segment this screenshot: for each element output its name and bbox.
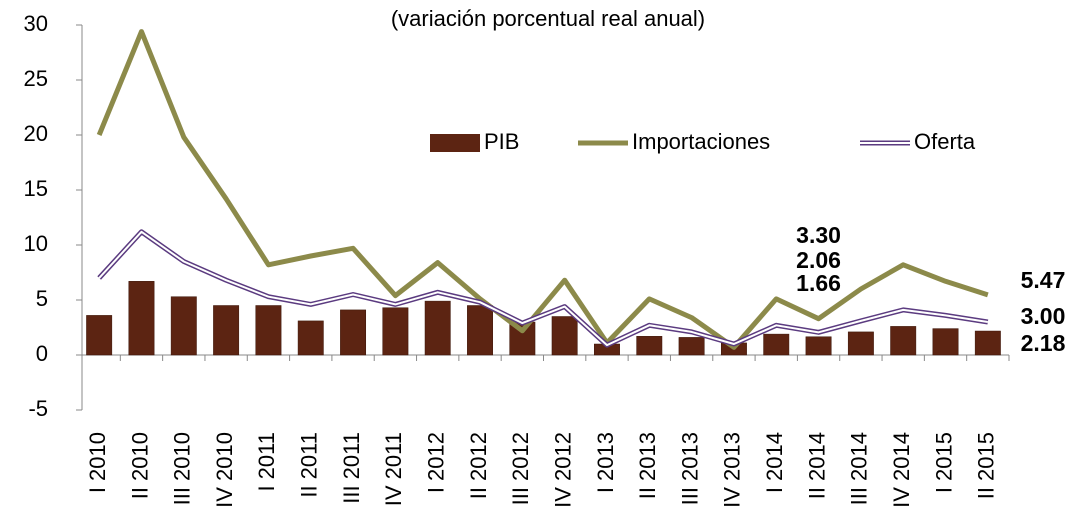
bar	[974, 330, 1001, 356]
x-tick-label: III 2011	[339, 432, 364, 504]
x-tick-label: II 2014	[804, 432, 829, 499]
bar	[86, 315, 113, 356]
x-tick-label: II 2011	[297, 432, 322, 498]
x-tick-label: I 2013	[593, 432, 618, 493]
value-label: 2.06	[796, 247, 841, 273]
bar	[467, 305, 493, 356]
bar	[636, 336, 663, 356]
y-tick-label: 10	[24, 231, 48, 256]
x-tick-label: IV 2010	[212, 432, 237, 508]
y-tick-label: 25	[24, 66, 48, 91]
bar	[297, 320, 324, 356]
bar	[382, 307, 409, 356]
x-tick-label: IV 2011	[381, 432, 406, 506]
bar	[763, 333, 790, 356]
x-tick-label: IV 2014	[889, 432, 914, 508]
legend-label: PIB	[484, 129, 519, 154]
x-tick-label: II 2013	[635, 432, 660, 499]
legend-label: Oferta	[914, 129, 976, 154]
chart-title: (variación porcentual real anual)	[391, 6, 705, 31]
x-tick-label: IV 2013	[720, 432, 745, 508]
x-tick-label: I 2012	[424, 432, 449, 493]
value-label: 3.30	[796, 222, 841, 248]
value-label: 2.18	[1021, 330, 1066, 356]
bar	[847, 331, 874, 356]
bar	[340, 309, 367, 356]
bar	[128, 281, 155, 356]
bar	[805, 336, 832, 356]
bar	[170, 296, 197, 356]
x-tick-label: III 2012	[508, 432, 533, 505]
x-tick-label: II 2015	[974, 432, 999, 499]
x-tick-label: IV 2012	[550, 432, 575, 508]
y-tick-label: 0	[36, 341, 48, 366]
bar	[932, 328, 959, 356]
x-tick-label: I 2011	[254, 432, 279, 492]
x-tick-label: III 2010	[170, 432, 195, 505]
y-tick-label: 5	[36, 286, 48, 311]
line	[96, 29, 989, 350]
legend-label: Importaciones	[632, 129, 770, 154]
x-tick-label: II 2012	[466, 432, 491, 499]
x-tick-label: III 2013	[677, 432, 702, 505]
x-tick-label: I 2014	[762, 432, 787, 493]
bar	[213, 305, 240, 356]
x-tick-label: I 2010	[85, 432, 110, 493]
y-tick-label: 15	[24, 176, 48, 201]
x-tick-label: III 2014	[847, 432, 872, 505]
value-label: 1.66	[796, 270, 841, 296]
y-tick-label: 30	[24, 11, 48, 36]
bar	[424, 300, 451, 356]
y-tick-label: -5	[28, 396, 48, 421]
bar	[890, 326, 917, 356]
bar	[551, 316, 578, 356]
y-tick-label: 20	[24, 121, 48, 146]
bar	[678, 337, 705, 356]
value-label: 5.47	[1021, 267, 1066, 293]
legend-swatch	[430, 134, 480, 152]
line-inner	[98, 230, 988, 347]
x-tick-label: II 2010	[127, 432, 152, 499]
bar	[255, 305, 282, 356]
x-tick-label: I 2015	[931, 432, 956, 493]
value-label: 3.00	[1021, 303, 1066, 329]
